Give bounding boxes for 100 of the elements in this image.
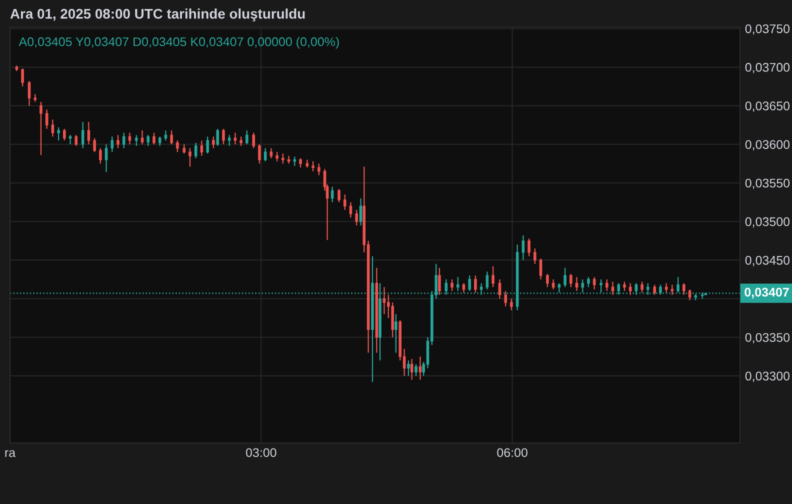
candlestick bbox=[605, 278, 608, 292]
candlestick bbox=[170, 130, 173, 145]
x-tick-label: ra bbox=[5, 450, 16, 458]
candlestick bbox=[450, 278, 454, 292]
candlestick bbox=[74, 134, 78, 146]
candlestick bbox=[81, 121, 84, 149]
candlestick bbox=[486, 271, 489, 290]
candlestick bbox=[504, 290, 507, 307]
candlestick bbox=[394, 314, 398, 354]
candlestick bbox=[164, 130, 168, 142]
y-tick-label: 0,03350 bbox=[745, 333, 790, 344]
candlestick bbox=[146, 134, 150, 146]
candlestick bbox=[653, 284, 656, 296]
candlestick bbox=[492, 266, 494, 288]
candlestick bbox=[558, 282, 561, 294]
candlestick bbox=[234, 132, 237, 145]
y-tick-label: 0,03600 bbox=[745, 140, 790, 150]
candlestick bbox=[57, 126, 60, 142]
candlestick bbox=[391, 302, 394, 338]
candlestick bbox=[276, 151, 278, 162]
candlestick bbox=[552, 278, 555, 290]
candlestick bbox=[293, 156, 296, 166]
x-tick-label: 06:00 bbox=[497, 448, 528, 458]
candlestick bbox=[581, 278, 584, 294]
candlestick bbox=[534, 248, 536, 264]
candlestick bbox=[349, 202, 352, 218]
candlestick bbox=[258, 144, 261, 164]
candlestick bbox=[611, 281, 614, 296]
candlestick bbox=[40, 101, 42, 156]
candlestick bbox=[252, 132, 256, 149]
candlestick bbox=[206, 136, 209, 154]
candlestick bbox=[338, 188, 340, 203]
candlestick bbox=[355, 209, 358, 226]
candlestick bbox=[528, 238, 530, 257]
candlestick bbox=[264, 148, 267, 162]
candlestick bbox=[592, 276, 596, 290]
candlestick bbox=[93, 138, 96, 153]
candlestick bbox=[182, 144, 186, 154]
ref-line-label: 0,03407 bbox=[744, 288, 789, 298]
candlestick bbox=[246, 130, 248, 145]
candlestick bbox=[228, 134, 231, 146]
candlestick bbox=[140, 130, 144, 145]
candlestick bbox=[407, 360, 410, 376]
y-tick-label: 0,03500 bbox=[745, 217, 790, 228]
candlestick bbox=[343, 194, 346, 210]
y-tick-label: 0,03700 bbox=[745, 62, 790, 74]
candlestick bbox=[575, 276, 578, 292]
candlestick bbox=[468, 274, 471, 292]
candlestick bbox=[99, 148, 102, 164]
candlestick bbox=[438, 267, 441, 296]
candlestick bbox=[128, 132, 132, 145]
candlestick bbox=[312, 160, 314, 172]
y-tick-label: 0,03550 bbox=[745, 178, 790, 190]
candlestick bbox=[410, 358, 414, 380]
candlestick bbox=[216, 128, 220, 146]
candlestick bbox=[21, 68, 24, 87]
candlestick bbox=[640, 281, 644, 294]
y-tick-label: 0,03450 bbox=[745, 256, 790, 266]
candlestick bbox=[110, 136, 114, 153]
candlestick bbox=[682, 282, 686, 296]
candlestick bbox=[570, 273, 572, 288]
candlestick bbox=[510, 298, 513, 311]
candlestick bbox=[539, 258, 542, 280]
candlestick bbox=[45, 109, 48, 130]
y-tick-label: 0,03650 bbox=[745, 102, 790, 112]
candlestick bbox=[359, 198, 362, 226]
candlestick bbox=[299, 158, 302, 168]
candlestick bbox=[270, 148, 273, 159]
candlestick bbox=[382, 286, 386, 315]
candlestick bbox=[152, 132, 156, 145]
candlestick bbox=[418, 356, 422, 380]
y-tick-label: 0,03750 bbox=[745, 24, 790, 35]
candlestick bbox=[688, 288, 692, 301]
candlestick bbox=[63, 128, 66, 142]
candlestick bbox=[546, 273, 549, 288]
candlestick bbox=[664, 282, 668, 294]
candlestick bbox=[474, 274, 477, 294]
text: A0,03405 Y0,03407 D0,03405 K0,03407 0,00000 (0,00%) bbox=[18, 36, 339, 49]
candlestick bbox=[564, 267, 566, 288]
candlestick bbox=[188, 148, 192, 168]
y-tick-label: 0,03300 bbox=[745, 372, 790, 382]
candlestick bbox=[51, 119, 54, 138]
candlestick bbox=[587, 276, 590, 288]
candlestick bbox=[176, 140, 179, 153]
x-tick-label: 03:00 bbox=[246, 448, 276, 458]
candlestick bbox=[28, 80, 31, 106]
candlestick bbox=[135, 134, 138, 146]
candlestick bbox=[222, 128, 225, 145]
candlestick bbox=[122, 132, 126, 149]
candlestick bbox=[462, 282, 466, 294]
chart-title: Ara 01, 2025 08:00 UTC tarihinde oluşturuldu bbox=[10, 8, 305, 22]
candlestick bbox=[282, 153, 284, 164]
candlestick bbox=[200, 140, 204, 156]
candlestick bbox=[240, 136, 242, 146]
candlestick bbox=[623, 281, 626, 292]
candlestick bbox=[670, 284, 674, 296]
candlestick bbox=[318, 163, 320, 176]
candlestick bbox=[87, 121, 90, 145]
candlestick bbox=[68, 134, 72, 145]
candlestick bbox=[116, 134, 120, 149]
